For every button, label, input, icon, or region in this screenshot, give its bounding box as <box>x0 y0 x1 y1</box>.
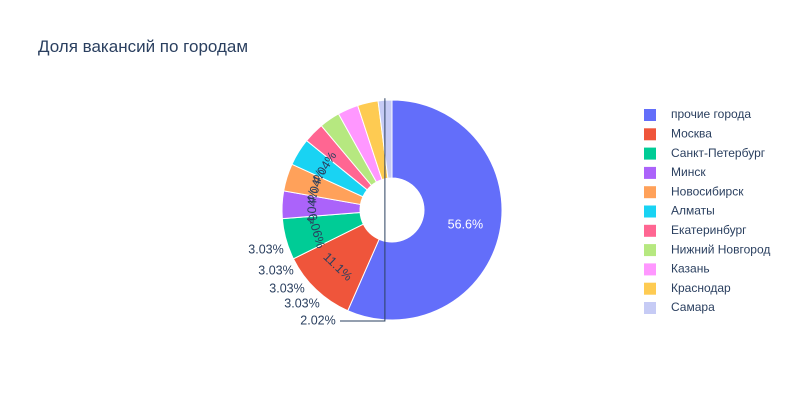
legend-item-самара[interactable]: Самара <box>644 300 715 314</box>
legend-swatch <box>644 244 656 257</box>
legend-label: Самара <box>671 300 715 314</box>
legend: прочие города Москва Санкт-Петербург Минск Н… <box>644 107 770 314</box>
slice-label: 56.6% <box>448 218 483 232</box>
slice-label: 3.03% <box>269 281 304 295</box>
legend-swatch <box>644 166 656 179</box>
legend-item-екатеринбург[interactable]: Екатеринбург <box>644 223 747 237</box>
legend-item-минск[interactable]: Минск <box>644 165 706 179</box>
legend-label: Казань <box>671 262 710 276</box>
slice-label: 3.03% <box>248 242 283 256</box>
legend-swatch <box>644 128 656 141</box>
legend-swatch <box>644 263 656 276</box>
legend-label: Алматы <box>671 204 715 218</box>
legend-swatch <box>644 147 656 160</box>
slice-label: 3.03% <box>258 263 293 277</box>
legend-item-новосибирск[interactable]: Новосибирск <box>644 184 744 198</box>
legend-item-нижний-новгород[interactable]: Нижний Новгород <box>644 242 770 256</box>
legend-label: Новосибирск <box>671 184 744 198</box>
legend-item-казань[interactable]: Казань <box>644 262 710 276</box>
slice-label: 3.03% <box>284 296 319 310</box>
pie-slices <box>281 99 503 321</box>
legend-label: Краснодар <box>671 281 731 295</box>
legend-label: Нижний Новгород <box>671 242 770 256</box>
legend-item-москва[interactable]: Москва <box>644 126 712 140</box>
legend-label: Санкт-Петербург <box>671 146 766 160</box>
legend-swatch <box>644 186 656 199</box>
legend-swatch <box>644 282 656 295</box>
label-leader-line <box>340 98 386 322</box>
legend-label: Минск <box>671 165 706 179</box>
legend-label: Екатеринбург <box>671 223 747 237</box>
legend-swatch <box>644 224 656 237</box>
slice-label: 4.04% <box>304 188 320 224</box>
legend-swatch <box>644 205 656 218</box>
pie-slice-прочие-города[interactable] <box>347 99 503 321</box>
legend-label: прочие города <box>671 107 751 121</box>
chart-title: Доля вакансий по городам <box>38 37 248 56</box>
legend-label: Москва <box>671 126 712 140</box>
legend-swatch <box>644 109 656 121</box>
legend-item-санкт-петербург[interactable]: Санкт-Петербург <box>644 146 766 160</box>
legend-swatch <box>644 302 656 314</box>
legend-item-краснодар[interactable]: Краснодар <box>644 281 731 295</box>
legend-item-прочие-города[interactable]: прочие города <box>644 107 751 121</box>
legend-item-алматы[interactable]: Алматы <box>644 204 715 218</box>
slice-label: 2.02% <box>300 313 335 327</box>
